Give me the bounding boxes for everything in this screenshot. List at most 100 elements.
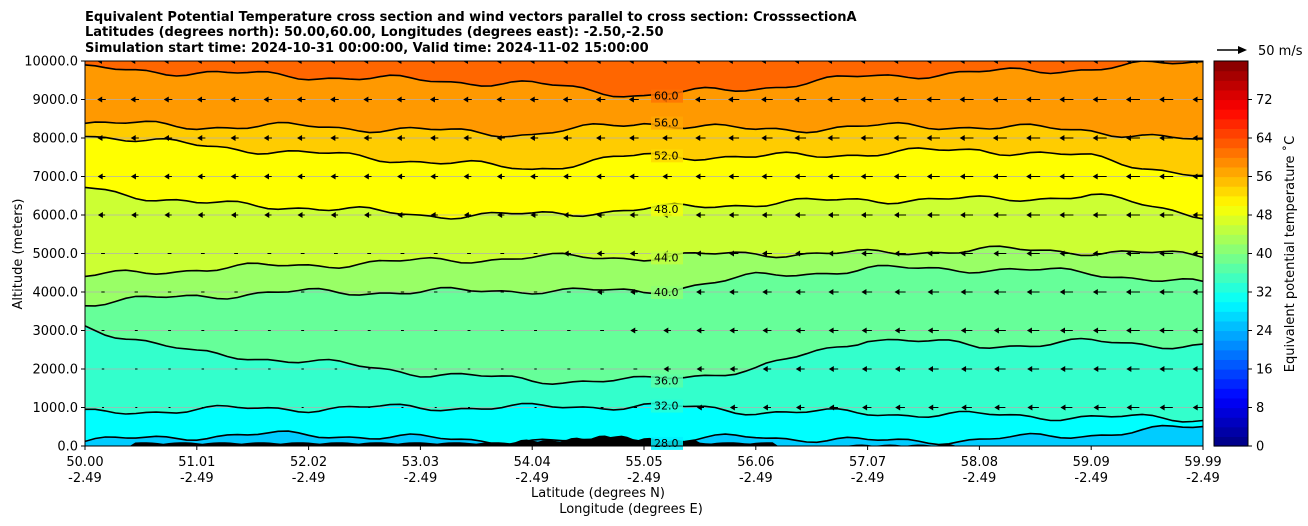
theta-e-band xyxy=(85,61,1203,97)
wind-vector-head xyxy=(596,289,602,295)
wind-vector-head xyxy=(961,404,967,411)
x-tick-lat-label: 58.08 xyxy=(961,455,998,470)
y-tick-label: 4000.0 xyxy=(33,286,79,301)
contour-labels: 28.0 32.0 36.0 40.0 44.0 48.0 52.0 56.0 60.0 xyxy=(651,89,683,450)
wind-vector-head xyxy=(795,289,801,295)
wind-vector-head xyxy=(729,404,735,411)
wind-vector-head xyxy=(263,61,269,64)
colorbar-segment xyxy=(1214,388,1248,399)
wind-vector-head xyxy=(628,96,634,103)
wind-vector-head xyxy=(729,366,735,372)
colorbar-tick-label: 40 xyxy=(1256,247,1273,262)
x-tick-lon-label: -2.49 xyxy=(292,471,326,486)
wind-vector-head xyxy=(363,135,369,141)
wind-vector-head xyxy=(1092,173,1098,180)
colorbar-segment xyxy=(1214,282,1248,293)
wind-vector-head xyxy=(629,135,635,141)
wind-vector-head xyxy=(1059,173,1065,180)
wind-vector-head xyxy=(992,173,998,180)
wind-vector-head xyxy=(364,212,370,218)
wind-vector-head xyxy=(1092,250,1098,257)
wind-vector-head xyxy=(230,135,236,141)
wind-vector-head xyxy=(563,250,569,257)
wind-vector-head xyxy=(696,289,702,295)
colorbar-segment xyxy=(1214,157,1248,168)
wind-vector-head xyxy=(563,212,569,218)
colorbar-tick-label: 64 xyxy=(1256,132,1273,147)
wind-reference-key: 50 m/s xyxy=(1217,44,1303,59)
wind-vector-head xyxy=(926,135,932,141)
wind-vector-head xyxy=(463,173,469,180)
x-axis-label: Latitude (degrees N) xyxy=(531,486,665,501)
colorbar-segment xyxy=(1214,340,1248,351)
wind-vector-head xyxy=(827,61,833,64)
wind-vector-head xyxy=(1126,327,1132,334)
x-tick-lat-label: 53.03 xyxy=(402,455,439,470)
colorbar-segment xyxy=(1214,176,1248,187)
wind-vector-head xyxy=(396,61,402,64)
wind-vector-head xyxy=(563,135,569,141)
contour-label: 28.0 xyxy=(654,437,679,450)
wind-vector-head xyxy=(530,212,536,218)
x-tick-lon-label: -2.49 xyxy=(739,471,773,486)
wind-vector-head xyxy=(563,173,569,180)
colorbar-segment xyxy=(1214,417,1248,428)
theta-e-band xyxy=(85,246,1203,306)
wind-vector-head xyxy=(1059,96,1065,103)
colorbar-segment xyxy=(1214,359,1248,370)
colorbar-tick-label: 48 xyxy=(1256,209,1273,224)
contour-label: 56.0 xyxy=(654,117,679,130)
wind-vector-head xyxy=(131,212,137,218)
wind-vector-head xyxy=(992,96,998,103)
wind-vector-head xyxy=(1159,289,1165,295)
wind-vector-head xyxy=(596,173,602,180)
wind-vector-head xyxy=(1159,327,1165,334)
wind-vector-head xyxy=(1060,404,1066,411)
colorbar-label: Equivalent potential temperature ˚C xyxy=(1282,136,1298,372)
wind-vector-head xyxy=(1159,366,1165,372)
wind-vector-head xyxy=(330,96,336,103)
wind-vector-head xyxy=(1027,366,1033,372)
wind-vector-head xyxy=(463,135,469,141)
wind-vector-head xyxy=(97,135,103,141)
y-tick-label: 7000.0 xyxy=(33,170,79,185)
x-axis: 50.00-2.4951.01-2.4952.02-2.4953.03-2.49… xyxy=(66,446,1222,486)
wind-vector-head xyxy=(728,135,734,141)
wind-vector-head xyxy=(960,250,966,257)
wind-vector-head xyxy=(959,135,965,141)
wind-vector-head xyxy=(893,135,899,141)
wind-vector-head xyxy=(1125,135,1131,141)
colorbar-segment xyxy=(1214,349,1248,360)
wind-vector-head xyxy=(729,289,735,295)
wind-vector-head xyxy=(728,173,734,180)
theta-e-band xyxy=(85,61,1203,139)
contour-label-bg xyxy=(651,116,683,130)
wind-vector-head xyxy=(1159,404,1165,411)
wind-vector-head xyxy=(695,96,701,103)
colorbar-segment xyxy=(1214,243,1248,255)
wind-vector-head xyxy=(960,289,966,295)
wind-vector-head xyxy=(1192,327,1198,334)
colorbar-segment xyxy=(1214,397,1248,409)
colorbar-segment xyxy=(1214,436,1248,447)
wind-vector-head xyxy=(363,173,369,180)
colorbar-segment xyxy=(1214,89,1248,101)
x-tick-lat-label: 59.99 xyxy=(1184,455,1221,470)
wind-vector-head xyxy=(363,96,369,103)
contour-label: 60.0 xyxy=(654,90,679,103)
wind-vector-head xyxy=(828,366,834,372)
wind-vector-head xyxy=(793,61,799,64)
wind-vector-head xyxy=(397,212,403,218)
chart-title-line-3: Simulation start time: 2024-10-31 00:00:… xyxy=(85,41,649,56)
wind-vector-head xyxy=(794,173,800,180)
x-tick-lat-label: 51.01 xyxy=(178,455,215,470)
wind-vector-head xyxy=(860,212,866,218)
wind-vector-head xyxy=(530,173,536,180)
colorbar-tick-label: 0 xyxy=(1256,440,1264,455)
contour-label-bg xyxy=(651,251,683,265)
wind-vector-head xyxy=(1059,212,1065,218)
wind-vector-head xyxy=(959,173,965,180)
wind-vector-head xyxy=(629,173,635,180)
colorbar-segment xyxy=(1214,70,1248,81)
wind-vector-head xyxy=(496,135,502,141)
